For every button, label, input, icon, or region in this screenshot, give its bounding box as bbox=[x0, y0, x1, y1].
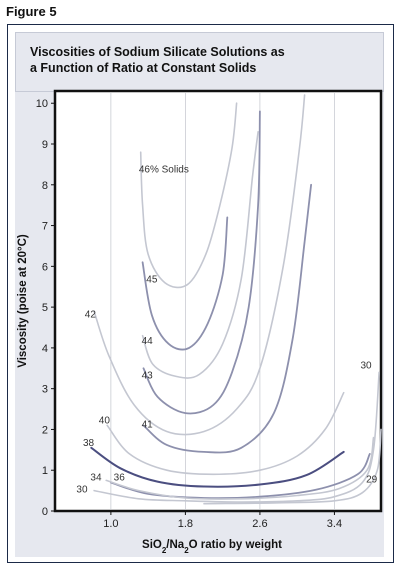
curve-solids-42 bbox=[93, 94, 306, 436]
x-axis-title-part-2: /Na bbox=[166, 539, 185, 551]
curve-label: 29 bbox=[366, 474, 378, 485]
x-axis-title: SiO2/Na2O ratio by weight bbox=[142, 539, 282, 555]
curve-solids-46 bbox=[139, 102, 238, 289]
figure-label: Figure 5 bbox=[6, 4, 57, 19]
x-axis-title-part-1: SiO bbox=[142, 539, 162, 551]
y-tick-label: 10 bbox=[36, 98, 48, 110]
y-tick-label: 8 bbox=[42, 180, 48, 192]
curve-label: 44 bbox=[142, 336, 154, 347]
y-tick-label: 4 bbox=[42, 343, 48, 355]
curve-label: 45 bbox=[146, 275, 158, 286]
y-tick-label: 5 bbox=[42, 302, 48, 314]
curve-label: 34 bbox=[90, 472, 102, 483]
x-axis-title-sub-1: 2 bbox=[162, 546, 167, 555]
curve-solids-29 bbox=[203, 428, 382, 505]
x-tick-label: 1.8 bbox=[178, 518, 193, 530]
curve-solids-34 bbox=[105, 436, 375, 500]
curve-solids-44 bbox=[141, 131, 259, 379]
chart-title-box: Viscosities of Sodium Silicate Solutions… bbox=[15, 32, 384, 92]
curve-label: 36 bbox=[114, 472, 126, 483]
curve-solids-43 bbox=[142, 110, 261, 415]
x-tick-label: 3.4 bbox=[327, 518, 342, 530]
curve-label: 43 bbox=[142, 370, 154, 381]
curve-solids-38 bbox=[90, 446, 345, 488]
chart-title-line-1: Viscosities of Sodium Silicate Solutions… bbox=[30, 45, 285, 59]
curve-label: 38 bbox=[83, 438, 95, 449]
y-tick-label: 0 bbox=[42, 506, 48, 518]
x-tick-label: 2.6 bbox=[252, 518, 267, 530]
x-tick-label: 1.0 bbox=[103, 518, 118, 530]
y-tick-label: 1 bbox=[42, 465, 48, 477]
y-tick-label: 2 bbox=[42, 424, 48, 436]
curve-label: 41 bbox=[142, 419, 154, 430]
curve-label: 46% Solids bbox=[139, 165, 189, 176]
chart-title-line-2: a Function of Ratio at Constant Solids bbox=[30, 61, 257, 75]
curve-solids-30 bbox=[93, 371, 380, 503]
curve-label: 30 bbox=[361, 360, 373, 371]
x-axis-title-part-3: O ratio by weight bbox=[189, 539, 282, 551]
y-tick-label: 6 bbox=[42, 261, 48, 273]
y-tick-label: 9 bbox=[42, 139, 48, 151]
plot-frame bbox=[53, 89, 383, 513]
curve-label: 30 bbox=[76, 485, 88, 496]
curve-solids-36 bbox=[110, 453, 371, 500]
curve-solids-41 bbox=[142, 183, 312, 454]
curve-label: 42 bbox=[85, 309, 97, 320]
y-tick-label: 7 bbox=[42, 221, 48, 233]
curve-solids-40 bbox=[106, 391, 345, 476]
y-tick-label: 3 bbox=[42, 384, 48, 396]
curve-label: 40 bbox=[99, 415, 111, 426]
curve-solids-45 bbox=[141, 216, 229, 351]
y-axis-title: Viscosity (poise at 20°C) bbox=[17, 234, 29, 368]
x-axis-title-sub-2: 2 bbox=[184, 546, 189, 555]
